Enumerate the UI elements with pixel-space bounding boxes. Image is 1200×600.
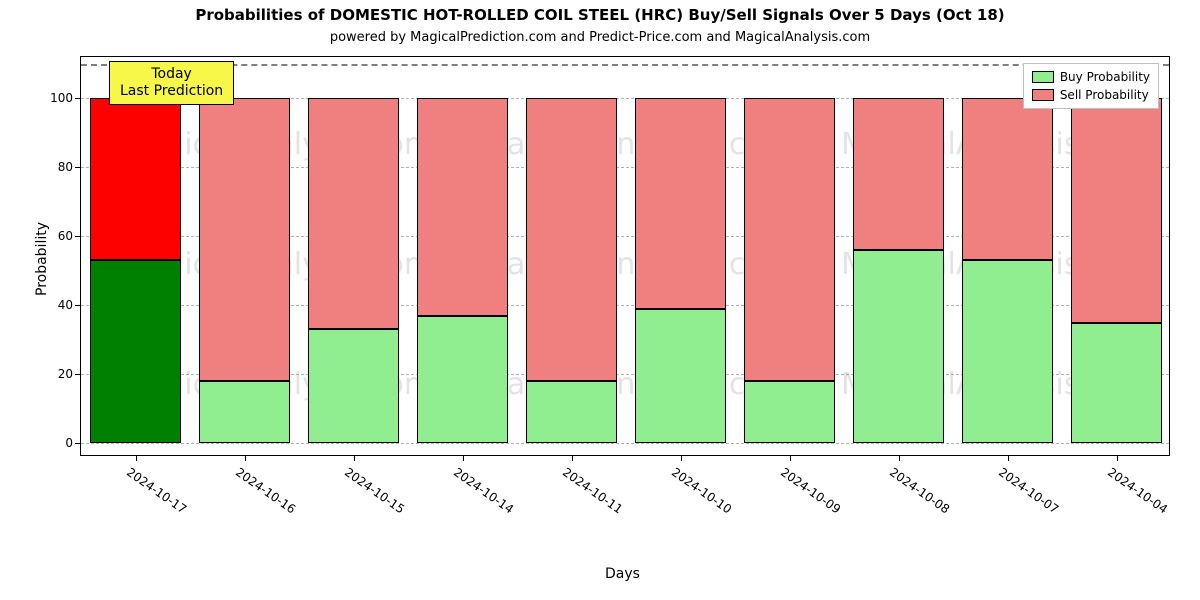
x-tick-mark (681, 455, 682, 461)
y-tick-label: 100 (50, 91, 81, 105)
x-tick-mark (899, 455, 900, 461)
bar-group (744, 57, 836, 457)
x-tick-label: 2024-10-07 (995, 465, 1060, 516)
x-tick-label: 2024-10-17 (123, 465, 188, 516)
sell-bar (635, 98, 727, 308)
legend-label: Sell Probability (1060, 86, 1149, 104)
sell-bar (962, 98, 1054, 260)
buy-bar (417, 316, 509, 444)
sell-bar (853, 98, 945, 250)
x-tick-label: 2024-10-15 (341, 465, 406, 516)
x-tick-mark (245, 455, 246, 461)
x-tick-label: 2024-10-16 (232, 465, 297, 516)
x-tick-label: 2024-10-09 (777, 465, 842, 516)
x-tick-label: 2024-10-04 (1104, 465, 1169, 516)
sell-bar (308, 98, 400, 329)
x-tick-label: 2024-10-10 (668, 465, 733, 516)
buy-bar (199, 381, 291, 443)
x-tick-mark (463, 455, 464, 461)
y-tick-label: 60 (58, 229, 81, 243)
buy-bar (635, 309, 727, 443)
x-tick-label: 2024-10-08 (886, 465, 951, 516)
sell-bar (526, 98, 618, 381)
legend-item: Buy Probability (1032, 68, 1150, 86)
legend-swatch (1032, 89, 1054, 101)
chart-container: Probabilities of DOMESTIC HOT-ROLLED COI… (0, 0, 1200, 600)
bar-group (853, 57, 945, 457)
chart-subtitle: powered by MagicalPrediction.com and Pre… (0, 30, 1200, 45)
buy-bar (308, 329, 400, 443)
buy-bar (853, 250, 945, 443)
y-tick-label: 80 (58, 160, 81, 174)
x-tick-mark (790, 455, 791, 461)
sell-bar (90, 98, 182, 260)
legend: Buy ProbabilitySell Probability (1023, 63, 1159, 109)
bar-group (1071, 57, 1163, 457)
x-axis-label: Days (605, 566, 640, 582)
legend-label: Buy Probability (1060, 68, 1150, 86)
sell-bar (744, 98, 836, 381)
annotation-line: Today (120, 66, 223, 83)
sell-bar (199, 98, 291, 381)
y-tick-label: 20 (58, 367, 81, 381)
x-tick-mark (136, 455, 137, 461)
x-tick-label: 2024-10-11 (559, 465, 624, 516)
buy-bar (90, 260, 182, 443)
buy-bar (744, 381, 836, 443)
legend-swatch (1032, 71, 1054, 83)
y-axis-label: Probability (34, 222, 50, 296)
buy-bar (962, 260, 1054, 443)
sell-bar (1071, 98, 1163, 322)
bar-group (417, 57, 509, 457)
today-annotation: TodayLast Prediction (109, 61, 234, 105)
chart-title: Probabilities of DOMESTIC HOT-ROLLED COI… (0, 6, 1200, 24)
bar-group (308, 57, 400, 457)
legend-item: Sell Probability (1032, 86, 1150, 104)
plot-area: 020406080100MagicalAnalysis.comMagicalAn… (80, 56, 1170, 456)
annotation-line: Last Prediction (120, 83, 223, 100)
x-tick-label: 2024-10-14 (450, 465, 515, 516)
buy-bar (526, 381, 618, 443)
bar-group (635, 57, 727, 457)
y-tick-label: 40 (58, 298, 81, 312)
bar-group (526, 57, 618, 457)
x-tick-mark (1117, 455, 1118, 461)
x-tick-mark (354, 455, 355, 461)
x-tick-mark (572, 455, 573, 461)
bar-group (199, 57, 291, 457)
buy-bar (1071, 323, 1163, 444)
y-tick-label: 0 (65, 436, 81, 450)
sell-bar (417, 98, 509, 315)
x-tick-mark (1008, 455, 1009, 461)
bar-group (962, 57, 1054, 457)
bar-group (90, 57, 182, 457)
